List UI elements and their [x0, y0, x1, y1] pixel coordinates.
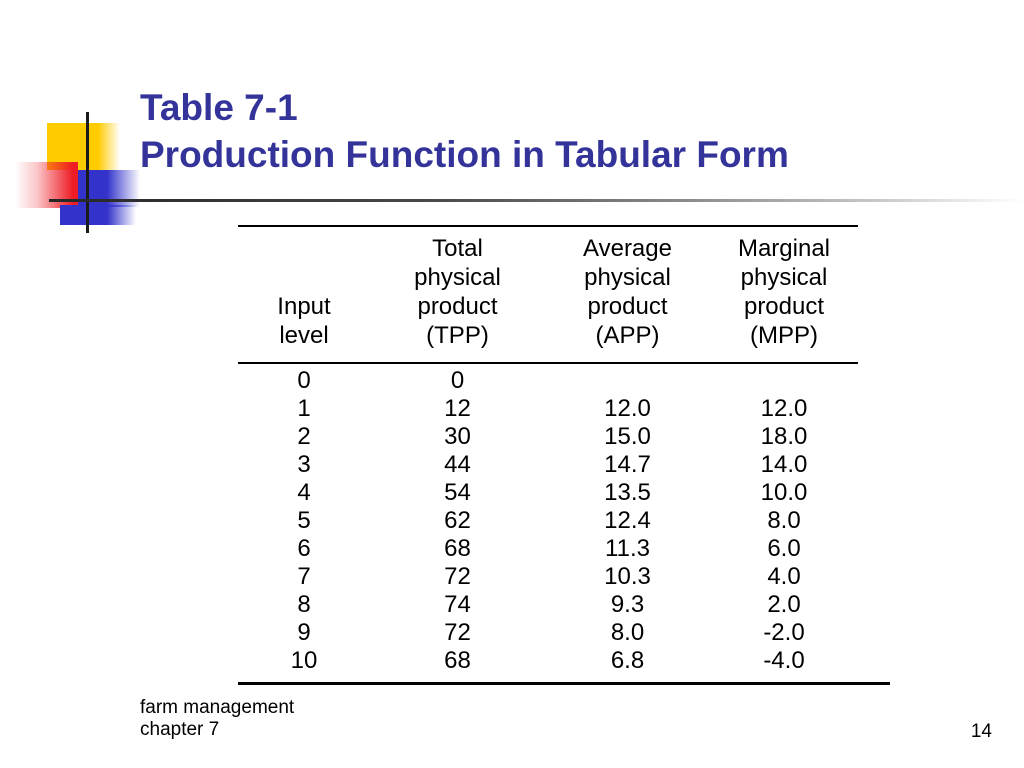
table-cell: 6.0: [767, 535, 801, 562]
table-cell: -4.0: [763, 647, 805, 674]
title-underline-gradient: [49, 199, 1024, 202]
table-cell: 13.5: [604, 479, 651, 506]
table-cell: 54: [444, 479, 471, 506]
table-cell: 74: [444, 591, 471, 618]
table-cell: 6: [297, 535, 311, 562]
table-row: 4 54 13.5 10.0: [238, 479, 858, 507]
table-cell: 9.3: [610, 591, 645, 618]
table-cell: 68: [444, 647, 471, 674]
table-cell: 30: [444, 423, 471, 450]
table-cell: -2.0: [763, 619, 805, 646]
column-header: Input level: [277, 293, 331, 349]
table-cell: 8.0: [610, 619, 645, 646]
table-cell: 68: [444, 535, 471, 562]
table-cell: 12: [444, 395, 471, 422]
table-cell: 5: [297, 507, 311, 534]
table-cell: 10.3: [604, 563, 651, 590]
page-number: 14: [970, 721, 992, 742]
table-cell: 3: [297, 451, 311, 478]
table-cell: 8: [297, 591, 311, 618]
table-cell: 10.0: [760, 479, 808, 506]
table-cell: 12.4: [604, 507, 651, 534]
table-cell: 18.0: [760, 423, 808, 450]
table-cell: 2.0: [767, 591, 801, 618]
table-cell: 4.0: [767, 563, 801, 590]
column-header: Marginal physical product (MPP): [737, 235, 831, 349]
table-cell: [545, 367, 710, 395]
table-row: 5 62 12.4 8.0: [238, 507, 858, 535]
table-cell: 2: [297, 423, 311, 450]
table-row: 10 68 6.8 -4.0: [238, 647, 858, 675]
table-cell: 15.0: [604, 423, 651, 450]
footer-line-2: chapter 7: [140, 719, 220, 740]
column-header: Total physical product (TPP): [414, 235, 501, 349]
vertical-line-decoration: [86, 112, 89, 233]
table-cell: 0: [450, 367, 465, 394]
table-cell: 44: [444, 451, 471, 478]
table-cell: 12.0: [604, 395, 651, 422]
table-cell: 10: [290, 647, 318, 674]
table-cell: 9: [297, 619, 311, 646]
table-cell: 62: [444, 507, 471, 534]
table-cell: 0: [297, 367, 311, 394]
table-bottom-rule: [238, 682, 890, 685]
table-row: 2 30 15.0 18.0: [238, 423, 858, 451]
table-cell: 72: [444, 619, 471, 646]
footer-line-1: farm management: [140, 697, 295, 718]
column-header: Average physical product (APP): [583, 235, 672, 349]
table-cell: 8.0: [767, 507, 801, 534]
table-cell: 72: [444, 563, 471, 590]
slide-footer: farm management chapter 7: [140, 697, 294, 741]
table-cell: 12.0: [760, 395, 808, 422]
table-cell: 6.8: [610, 647, 645, 674]
table-row: 6 68 11.3 6.0: [238, 535, 858, 563]
table-row: 1 12 12.0 12.0: [238, 395, 858, 423]
slide-title: Table 7-1 Production Function in Tabular…: [140, 84, 900, 178]
table-row: 3 44 14.7 14.0: [238, 451, 858, 479]
production-function-table: Input level Total physical product (TPP) Avera…: [238, 225, 858, 675]
table-body: 0 0 1 12 12.0 12.0 2 30 15.0 18.0 3 44 14.7 14.0 4 54 13…: [238, 364, 858, 675]
table-cell: 7: [297, 563, 311, 590]
table-cell: 11.3: [605, 535, 650, 562]
table-cell: [710, 367, 858, 395]
table-cell: 14.7: [604, 451, 651, 478]
blue-square-lower-decoration: [60, 205, 136, 225]
title-line-1: Table 7-1: [140, 87, 298, 128]
table-row: 7 72 10.3 4.0: [238, 563, 858, 591]
table-cell: 1: [297, 395, 311, 422]
table-cell: 4: [297, 479, 311, 506]
title-line-2: Production Function in Tabular Form: [140, 134, 789, 175]
table-row: 9 72 8.0 -2.0: [238, 619, 858, 647]
table-header-row: Input level Total physical product (TPP) Avera…: [238, 227, 858, 364]
table-cell: 14.0: [760, 451, 808, 478]
table-row: 8 74 9.3 2.0: [238, 591, 858, 619]
